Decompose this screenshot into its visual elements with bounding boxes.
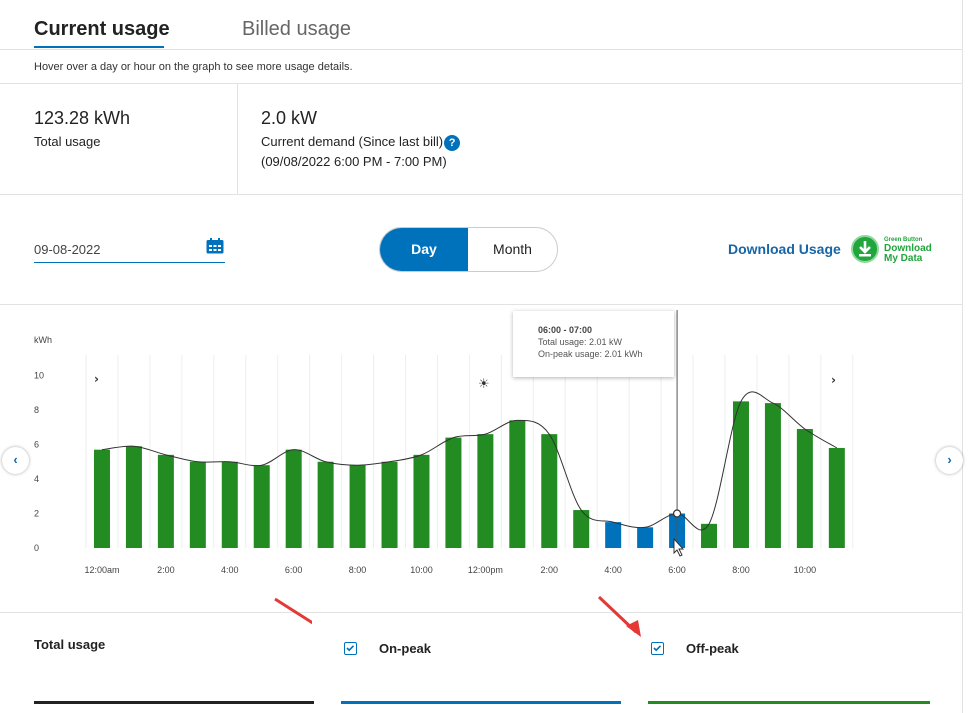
usage-trend-line (101, 391, 838, 531)
y-tick-label: 8 (34, 405, 39, 415)
x-tick-label: 2:00 (541, 565, 559, 575)
usage-bar[interactable] (764, 403, 781, 548)
y-tick-label: 6 (34, 440, 39, 450)
x-tick-label: 4:00 (604, 565, 622, 575)
usage-tabs: Current usage Billed usage (0, 0, 962, 50)
tooltip-onpeak: On-peak usage: 2.01 kWh (538, 349, 643, 359)
on-peak-checkbox[interactable] (344, 642, 357, 655)
current-demand-value: 2.0 kW (261, 108, 318, 128)
usage-bar[interactable] (189, 461, 206, 548)
legend-title: Total usage (34, 637, 106, 652)
divider (0, 304, 962, 305)
usage-bar[interactable] (637, 527, 654, 548)
arrow-annotation (274, 597, 312, 625)
period-toggle: Day Month (379, 227, 558, 272)
current-demand-label: Current demand (Since last bill)? (261, 134, 461, 151)
tab-current-usage[interactable]: Current usage (34, 18, 170, 40)
panel-border (962, 0, 963, 713)
day-button[interactable]: Day (380, 228, 468, 271)
arrow-annotation (597, 595, 641, 637)
y-axis-label: kWh (34, 335, 52, 345)
x-tick-label: 10:00 (794, 565, 817, 575)
usage-bar[interactable] (221, 461, 238, 548)
usage-bar[interactable] (573, 510, 590, 548)
month-button[interactable]: Month (493, 241, 532, 257)
usage-bar[interactable] (605, 522, 622, 548)
x-tick-label: 2:00 (157, 565, 175, 575)
usage-bar[interactable] (445, 437, 462, 548)
usage-bar[interactable] (317, 461, 334, 548)
current-demand-period: (09/08/2022 6:00 PM - 7:00 PM) (261, 154, 447, 169)
usage-bar[interactable] (509, 420, 526, 548)
y-tick-label: 0 (34, 543, 39, 553)
hover-hint: Hover over a day or hour on the graph to… (34, 61, 353, 73)
y-tick-label: 10 (34, 371, 44, 381)
off-peak-checkbox[interactable] (651, 642, 664, 655)
chevron-left-icon[interactable]: ‹ (2, 447, 29, 474)
help-icon[interactable]: ? (444, 134, 461, 151)
green-button-line1: Download (884, 243, 932, 254)
total-usage-bar (34, 701, 314, 704)
green-button-brand: Green Button (884, 237, 923, 243)
download-usage-link[interactable]: Download Usage (728, 241, 841, 257)
x-tick-label: 10:00 (410, 565, 433, 575)
checkmark-icon (653, 645, 662, 652)
on-peak-label: On-peak (379, 641, 432, 656)
green-button-download[interactable]: Green Button Download My Data (851, 235, 936, 265)
usage-bar[interactable] (701, 523, 718, 548)
download-icon (851, 235, 879, 263)
usage-bar[interactable] (157, 454, 174, 548)
x-tick-label: 8:00 (349, 565, 367, 575)
x-tick-label: 12:00am (84, 565, 119, 575)
green-button-line2: My Data (884, 253, 923, 264)
off-peak-bar (648, 701, 930, 704)
usage-bar[interactable] (125, 446, 142, 548)
summary-divider (237, 84, 238, 194)
usage-tooltip: 06:00 - 07:00 Total usage: 2.01 kW On-pe… (513, 311, 674, 377)
active-tab-indicator (34, 46, 164, 48)
total-usage-label: Total usage (34, 134, 101, 149)
usage-bar[interactable] (349, 465, 366, 548)
x-tick-label: 6:00 (668, 565, 686, 575)
current-demand-label-text: Current demand (Since last bill) (261, 134, 444, 149)
date-input[interactable] (34, 237, 225, 263)
sun-icon: ☀ (478, 377, 490, 392)
chevron-right-icon[interactable]: › (936, 447, 963, 474)
x-tick-label: 12:00pm (468, 565, 503, 575)
calendar-icon[interactable] (206, 238, 224, 254)
usage-chart[interactable]: 10 8 6 4 2 0 12:00am 2:00 4:00 6:00 8:00 10:00 12:00… (0, 305, 975, 610)
divider (0, 194, 962, 195)
x-tick-label: 8:00 (732, 565, 750, 575)
moon-icon: › (94, 372, 99, 386)
usage-bar[interactable] (93, 449, 110, 548)
moon-icon: › (831, 373, 836, 387)
usage-bar[interactable] (732, 401, 749, 548)
mouse-pointer-icon (673, 537, 685, 557)
on-peak-bar (341, 701, 621, 704)
y-tick-label: 2 (34, 509, 39, 519)
tooltip-time: 06:00 - 07:00 (538, 325, 593, 335)
green-button-label: Download My Data (884, 244, 932, 264)
usage-bar[interactable] (381, 461, 398, 548)
y-tick-label: 4 (34, 474, 39, 484)
usage-bar[interactable] (541, 434, 558, 548)
usage-bar[interactable] (413, 454, 430, 548)
checkmark-icon (346, 645, 355, 652)
x-tick-label: 6:00 (285, 565, 303, 575)
off-peak-label: Off-peak (686, 641, 739, 656)
hover-point (672, 509, 682, 518)
usage-bar[interactable] (477, 434, 494, 548)
total-usage-value: 123.28 kWh (34, 108, 131, 128)
usage-bar[interactable] (253, 465, 270, 548)
usage-bar[interactable] (828, 447, 845, 548)
usage-bar[interactable] (285, 449, 302, 548)
x-tick-label: 4:00 (221, 565, 239, 575)
usage-bar[interactable] (796, 428, 813, 548)
divider (0, 83, 962, 84)
divider (0, 612, 962, 613)
tab-billed-usage[interactable]: Billed usage (242, 18, 351, 40)
tooltip-total: Total usage: 2.01 kW (538, 337, 623, 347)
